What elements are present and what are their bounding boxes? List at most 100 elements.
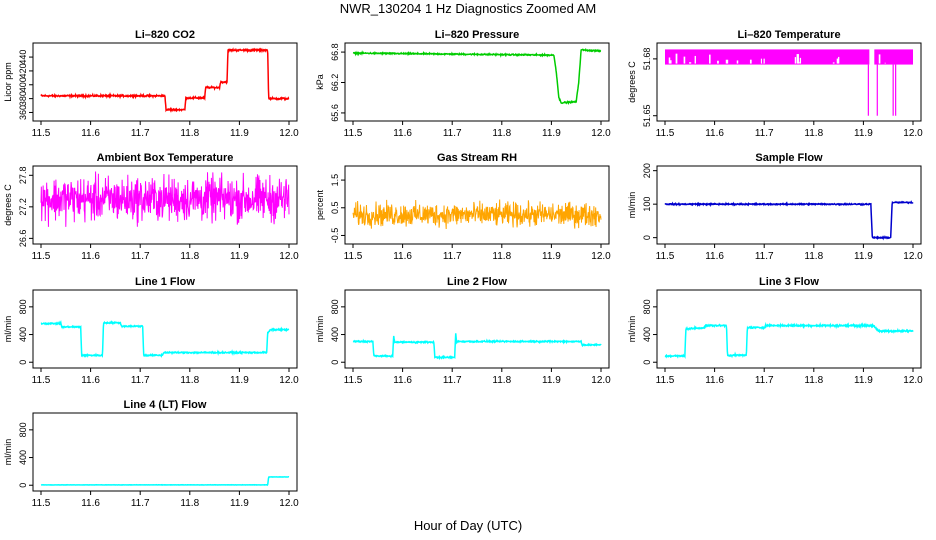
y-tick-label: 400	[18, 450, 28, 465]
x-tick-label: 11.5	[32, 375, 51, 386]
panel-title: Ambient Box Temperature	[97, 152, 234, 164]
temperature-dropout	[884, 62, 886, 64]
y-tick-label: 27.2	[18, 198, 28, 216]
y-tick-label: 66.8	[330, 43, 340, 61]
x-tick-label: 11.8	[804, 375, 823, 386]
x-tick-label: 11.6	[81, 128, 100, 139]
y-tick-label: 0	[18, 360, 28, 365]
global-x-axis-label: Hour of Day (UTC)	[413, 518, 523, 533]
series-line	[40, 475, 290, 487]
temperature-dropout	[717, 60, 719, 64]
y-tick-label: 440	[18, 50, 28, 65]
x-tick-label: 11.9	[230, 375, 249, 386]
temperature-dropout	[725, 59, 729, 64]
y-tick-label: 800	[18, 299, 28, 314]
panel-10: Line 4 (LT) Flow 11.5 11.6 11.7 11.8 11.9 12.0…	[3, 399, 299, 509]
x-tick-label: 11.8	[804, 128, 823, 139]
x-tick-label: 12.0	[279, 498, 299, 509]
x-tick-label: 11.9	[230, 251, 249, 262]
x-tick-label: 12.0	[591, 375, 611, 386]
plot-frame	[32, 165, 298, 245]
x-tick-label: 11.6	[393, 251, 412, 262]
series-temperature-band	[665, 49, 913, 116]
x-tick-label: 11.6	[81, 375, 100, 386]
panel-3: Li–820 Temperature 11.5 11.6 11.7 11.8 11.9 12…	[627, 29, 923, 139]
temperature-dropout	[749, 59, 752, 64]
temperature-dropout	[838, 56, 840, 64]
x-tick-label: 11.6	[81, 251, 100, 262]
temperature-dropout	[836, 58, 839, 64]
panel-9: Line 3 Flow 11.5 11.6 11.7 11.8 11.9 12.0 0 400 8…	[627, 276, 923, 386]
x-tick-label: 11.9	[854, 251, 873, 262]
panel-title: Line 4 (LT) Flow	[124, 399, 207, 411]
x-tick-label: 11.6	[705, 375, 724, 386]
x-tick-label: 11.5	[32, 128, 51, 139]
temperature-dropout	[798, 61, 800, 64]
panel-6: Sample Flow 11.5 11.6 11.7 11.8 11.9 12.0 0 100 2…	[627, 152, 923, 262]
x-tick-label: 11.9	[542, 128, 561, 139]
panel-title: Li–820 CO2	[135, 29, 195, 41]
y-axis-label: ml/min	[627, 192, 637, 219]
temperature-band-segment	[874, 49, 913, 65]
y-tick-label: 400	[330, 327, 340, 342]
x-tick-label: 11.9	[542, 375, 561, 386]
x-tick-label: 11.7	[131, 128, 150, 139]
series-line	[40, 320, 290, 359]
series-line	[352, 199, 602, 230]
series-line	[40, 47, 290, 113]
temperature-dropout	[736, 60, 739, 64]
x-tick-label: 11.5	[656, 128, 675, 139]
plot-frame	[656, 289, 922, 369]
panel-title: Sample Flow	[755, 152, 823, 164]
x-tick-label: 11.7	[755, 128, 774, 139]
x-tick-label: 11.9	[854, 128, 873, 139]
temperature-dropout	[689, 62, 692, 64]
x-tick-label: 11.6	[705, 251, 724, 262]
plot-frame	[32, 42, 298, 122]
panel-title: Li–820 Pressure	[435, 29, 519, 41]
temperature-dropout	[669, 60, 672, 64]
y-tick-label: 0.5	[330, 202, 340, 215]
temperature-dropout	[760, 58, 762, 64]
y-tick-label: 800	[18, 422, 28, 437]
temperature-band-segment	[665, 49, 870, 65]
panel-8: Line 2 Flow 11.5 11.6 11.7 11.8 11.9 12.0 0 400 8…	[315, 276, 611, 386]
x-tick-label: 11.9	[542, 251, 561, 262]
x-tick-label: 12.0	[903, 128, 923, 139]
x-tick-label: 11.8	[180, 498, 199, 509]
y-tick-label: 0	[330, 360, 340, 365]
x-tick-label: 11.5	[344, 375, 363, 386]
temperature-dropout	[709, 54, 711, 64]
x-tick-label: 12.0	[591, 128, 611, 139]
x-tick-label: 11.5	[656, 251, 675, 262]
x-tick-label: 11.6	[393, 375, 412, 386]
y-tick-label: 51.65	[642, 104, 652, 127]
temperature-dropout	[694, 55, 696, 64]
y-tick-label: 66.2	[330, 74, 340, 92]
y-tick-label: 0	[642, 360, 652, 365]
temperature-dropout	[763, 58, 765, 64]
x-tick-label: 11.7	[755, 251, 774, 262]
y-tick-label: 51.68	[642, 48, 652, 71]
x-tick-label: 11.9	[854, 375, 873, 386]
x-tick-label: 11.5	[344, 128, 363, 139]
y-axis-label: ml/min	[3, 439, 13, 466]
y-tick-label: 0	[18, 483, 28, 488]
temperature-dropout	[799, 57, 802, 64]
panel-title: Line 3 Flow	[759, 276, 819, 288]
x-tick-label: 12.0	[279, 251, 299, 262]
y-axis-label: degrees C	[3, 184, 13, 226]
x-tick-label: 11.8	[180, 375, 199, 386]
x-tick-label: 12.0	[279, 128, 299, 139]
x-tick-label: 12.0	[903, 251, 923, 262]
x-tick-label: 11.6	[393, 128, 412, 139]
x-tick-label: 11.7	[443, 128, 462, 139]
panel-2: Li–820 Pressure 11.5 11.6 11.7 11.8 11.9 12.0 6…	[315, 29, 611, 139]
series-line	[40, 171, 290, 227]
temperature-dropout	[675, 53, 678, 64]
y-tick-label: 0	[642, 235, 652, 240]
temperature-dropout	[794, 57, 797, 64]
x-tick-label: 11.7	[131, 251, 150, 262]
x-tick-label: 11.7	[443, 251, 462, 262]
y-axis-label: ml/min	[627, 316, 637, 343]
